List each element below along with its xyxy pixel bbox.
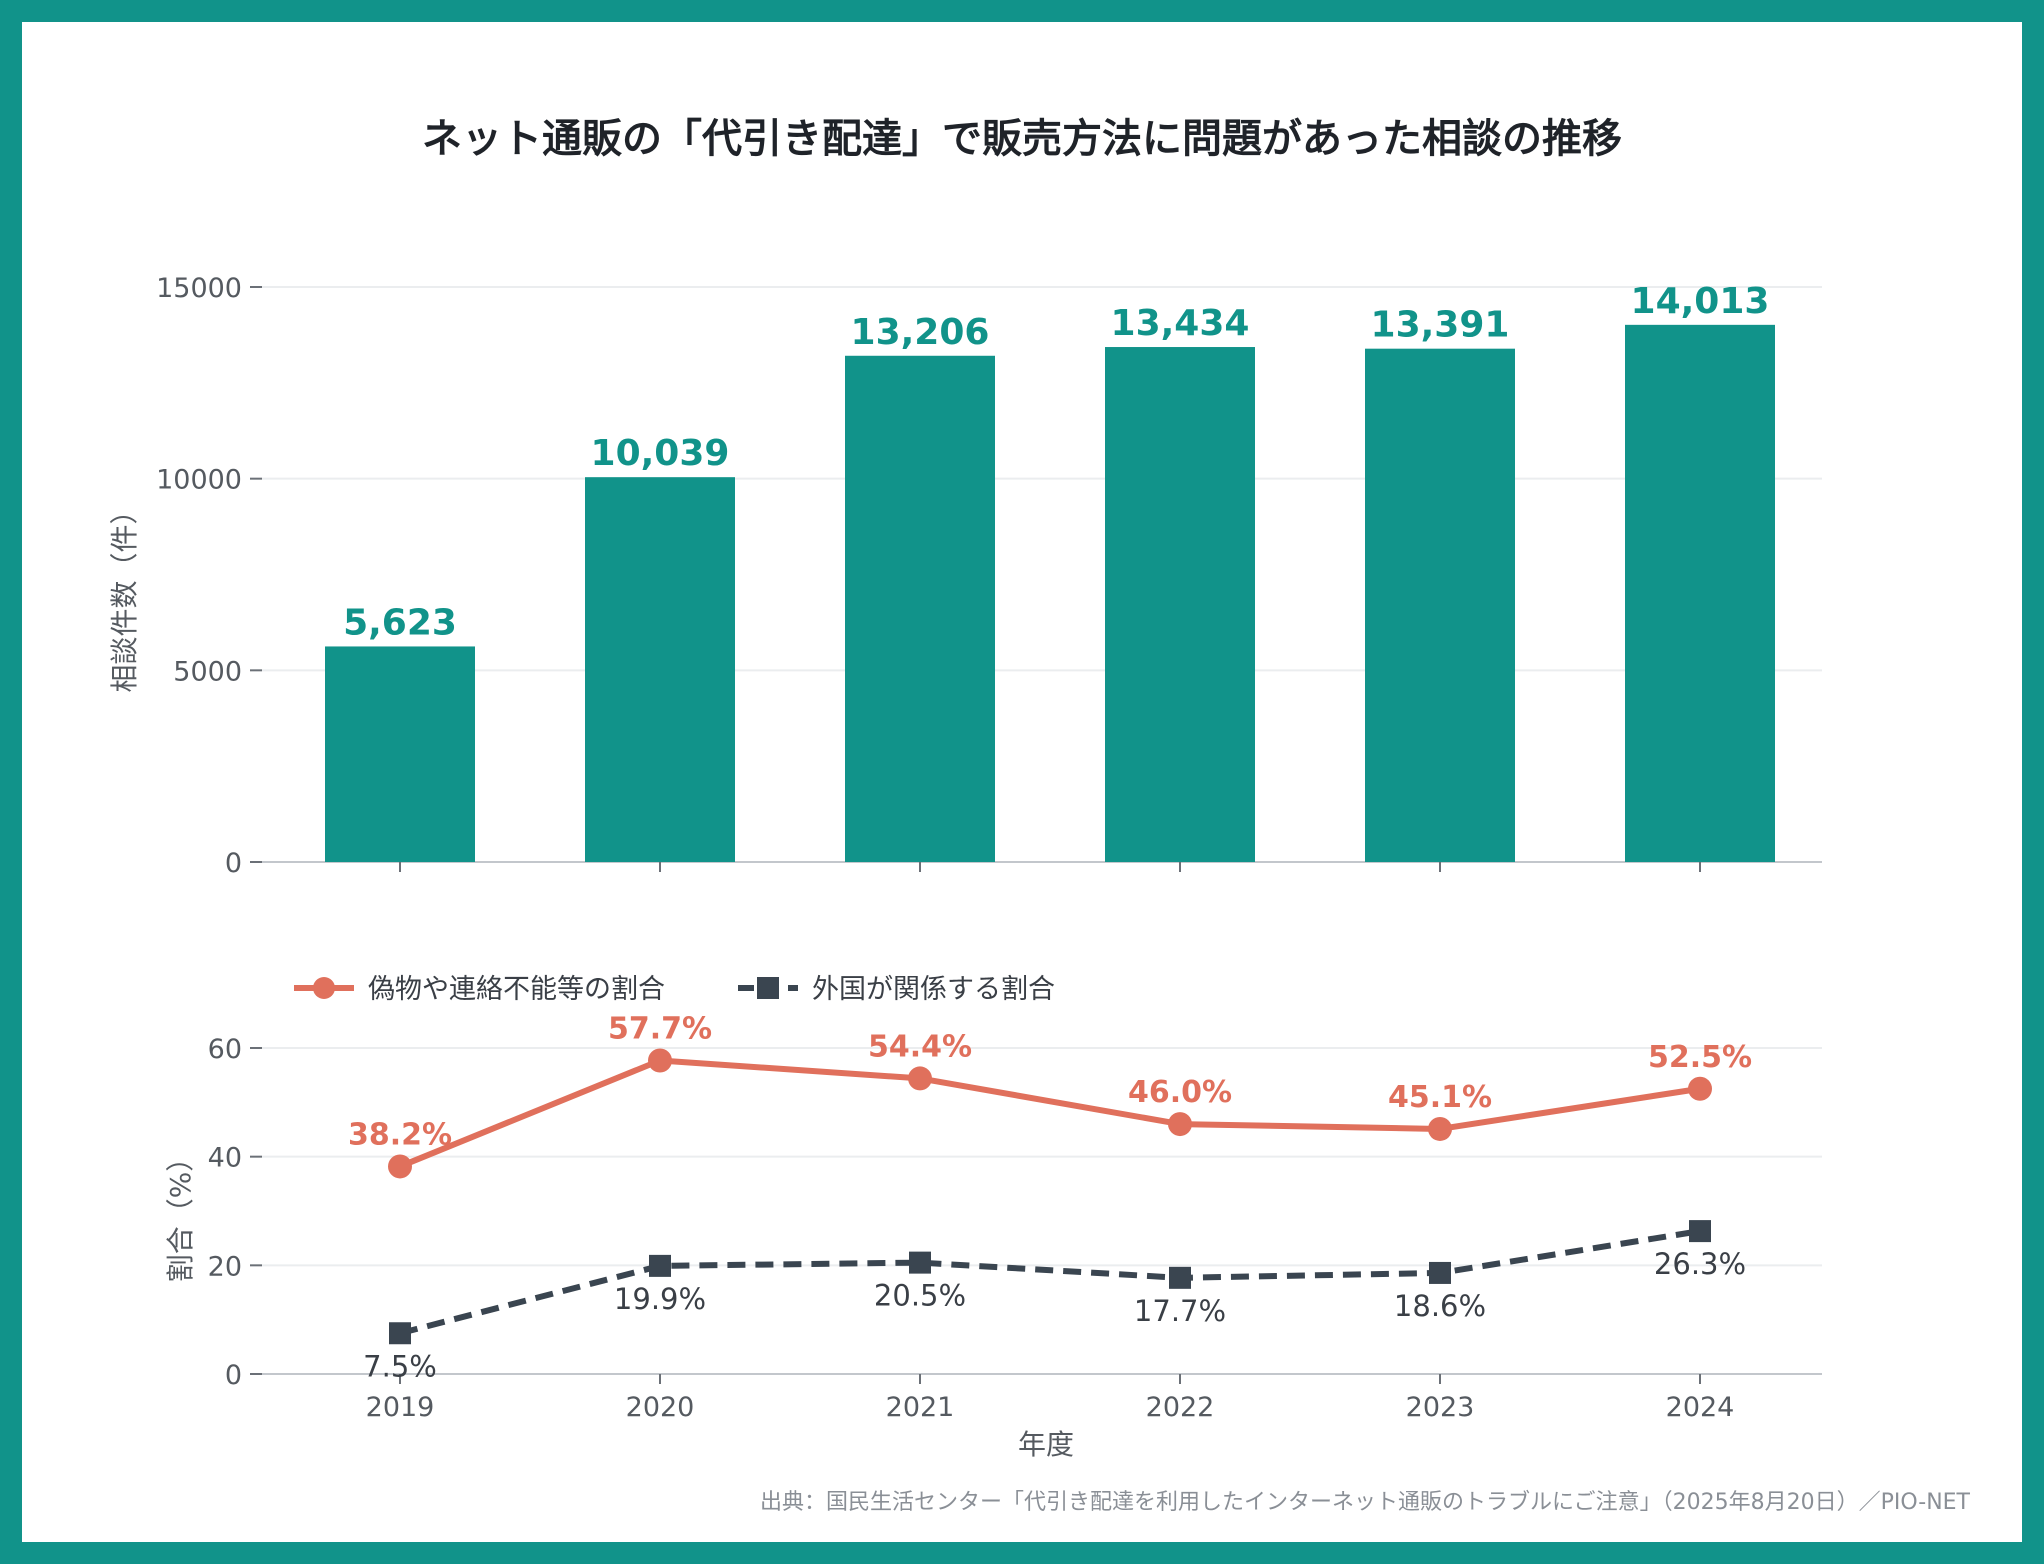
x-axis-title: 年度 xyxy=(1018,1428,1074,1461)
point-foreign-2019 xyxy=(389,1322,411,1345)
point-label-foreign: 18.6% xyxy=(1394,1289,1486,1323)
bar-2021 xyxy=(845,355,995,862)
chart-title: ネット通販の「代引き配達」で販売方法に問題があった相談の推移 xyxy=(422,116,1622,162)
point-label-fake-unreachable: 57.7% xyxy=(608,1011,712,1046)
bar-chart-panel: 0 5000 10000 15000 5,623 10,039 13,206 13,434 13… xyxy=(108,273,1822,879)
x-tick-label: 2019 xyxy=(366,1392,435,1423)
x-tick-label: 2021 xyxy=(886,1392,955,1423)
line-ytick-label: 60 xyxy=(208,1034,242,1065)
bar-value-label: 13,391 xyxy=(1371,305,1510,346)
point-foreign-2024 xyxy=(1689,1220,1711,1243)
x-tick-label: 2023 xyxy=(1406,1392,1475,1423)
series-line-fake-unreachable xyxy=(398,1057,1701,1170)
point-label-foreign: 20.5% xyxy=(874,1279,966,1313)
point-foreign-2023 xyxy=(1429,1261,1451,1284)
line-ytick-label: 40 xyxy=(208,1143,242,1174)
bar-ytick-label: 0 xyxy=(225,848,242,879)
bar-2024 xyxy=(1625,324,1775,863)
point-fake-unreachable-2020 xyxy=(648,1048,672,1073)
point-fake-unreachable-2022 xyxy=(1168,1112,1192,1137)
point-label-foreign: 7.5% xyxy=(363,1349,437,1383)
point-label-fake-unreachable: 46.0% xyxy=(1128,1075,1232,1110)
point-foreign-2022 xyxy=(1169,1266,1191,1289)
bar-y-axis-title: 相談件数（件） xyxy=(108,496,141,692)
point-label-fake-unreachable: 52.5% xyxy=(1648,1040,1752,1075)
source-note: 出典：国民生活センター「代引き配達を利用したインターネット通販のトラブルにご注意… xyxy=(760,1490,1971,1515)
bar-ytick-label: 15000 xyxy=(156,273,242,304)
line-y-axis-title: 割合（%） xyxy=(164,1144,197,1283)
legend: 偽物や連絡不能等の割合 外国が関係する割合 xyxy=(294,974,1055,1005)
bar-2022 xyxy=(1105,347,1255,862)
bar-value-label: 10,039 xyxy=(591,433,730,474)
legend-label-foreign: 外国が関係する割合 xyxy=(812,974,1055,1005)
chart-frame: ネット通販の「代引き配達」で販売方法に問題があった相談の推移 0 5000 1000… xyxy=(22,22,2022,1542)
legend-swatch-red-marker xyxy=(313,977,335,999)
point-label-foreign: 19.9% xyxy=(614,1282,706,1316)
bar-2023 xyxy=(1365,348,1515,862)
bar-value-label: 13,206 xyxy=(851,312,990,353)
point-fake-unreachable-2024 xyxy=(1688,1076,1712,1101)
x-tick-label: 2024 xyxy=(1666,1392,1735,1423)
point-label-foreign: 26.3% xyxy=(1654,1247,1746,1281)
bar-2019 xyxy=(325,646,475,862)
point-fake-unreachable-2021 xyxy=(908,1066,932,1091)
point-label-foreign: 17.7% xyxy=(1134,1294,1226,1328)
point-label-fake-unreachable: 38.2% xyxy=(348,1117,452,1152)
legend-swatch-dark-marker xyxy=(757,977,779,999)
point-fake-unreachable-2023 xyxy=(1428,1116,1452,1141)
point-fake-unreachable-2019 xyxy=(388,1154,412,1179)
series-line-foreign xyxy=(399,1228,1701,1337)
bar-ytick-label: 10000 xyxy=(156,465,242,496)
x-tick-label: 2020 xyxy=(626,1392,695,1423)
point-foreign-2020 xyxy=(649,1254,671,1277)
bar-2020 xyxy=(585,477,735,862)
line-ytick-label: 20 xyxy=(208,1251,242,1282)
bar-value-label: 13,434 xyxy=(1111,303,1250,344)
legend-label-fake-unreachable: 偽物や連絡不能等の割合 xyxy=(368,974,665,1005)
bar-value-label: 5,623 xyxy=(343,602,457,643)
line-chart-panel: 0 20 40 60 2019 2020 2021 2022 2023 2024 年度 割合（%） 38… xyxy=(164,1011,1822,1461)
point-label-fake-unreachable: 45.1% xyxy=(1388,1080,1492,1115)
bar-value-label: 14,013 xyxy=(1631,281,1770,322)
point-label-fake-unreachable: 54.4% xyxy=(868,1029,972,1064)
x-tick-label: 2022 xyxy=(1146,1392,1215,1423)
chart-svg: ネット通販の「代引き配達」で販売方法に問題があった相談の推移 0 5000 1000… xyxy=(108,116,1971,1515)
bar-ytick-label: 5000 xyxy=(173,656,242,687)
line-ytick-label: 0 xyxy=(225,1360,242,1391)
point-foreign-2021 xyxy=(909,1251,931,1274)
